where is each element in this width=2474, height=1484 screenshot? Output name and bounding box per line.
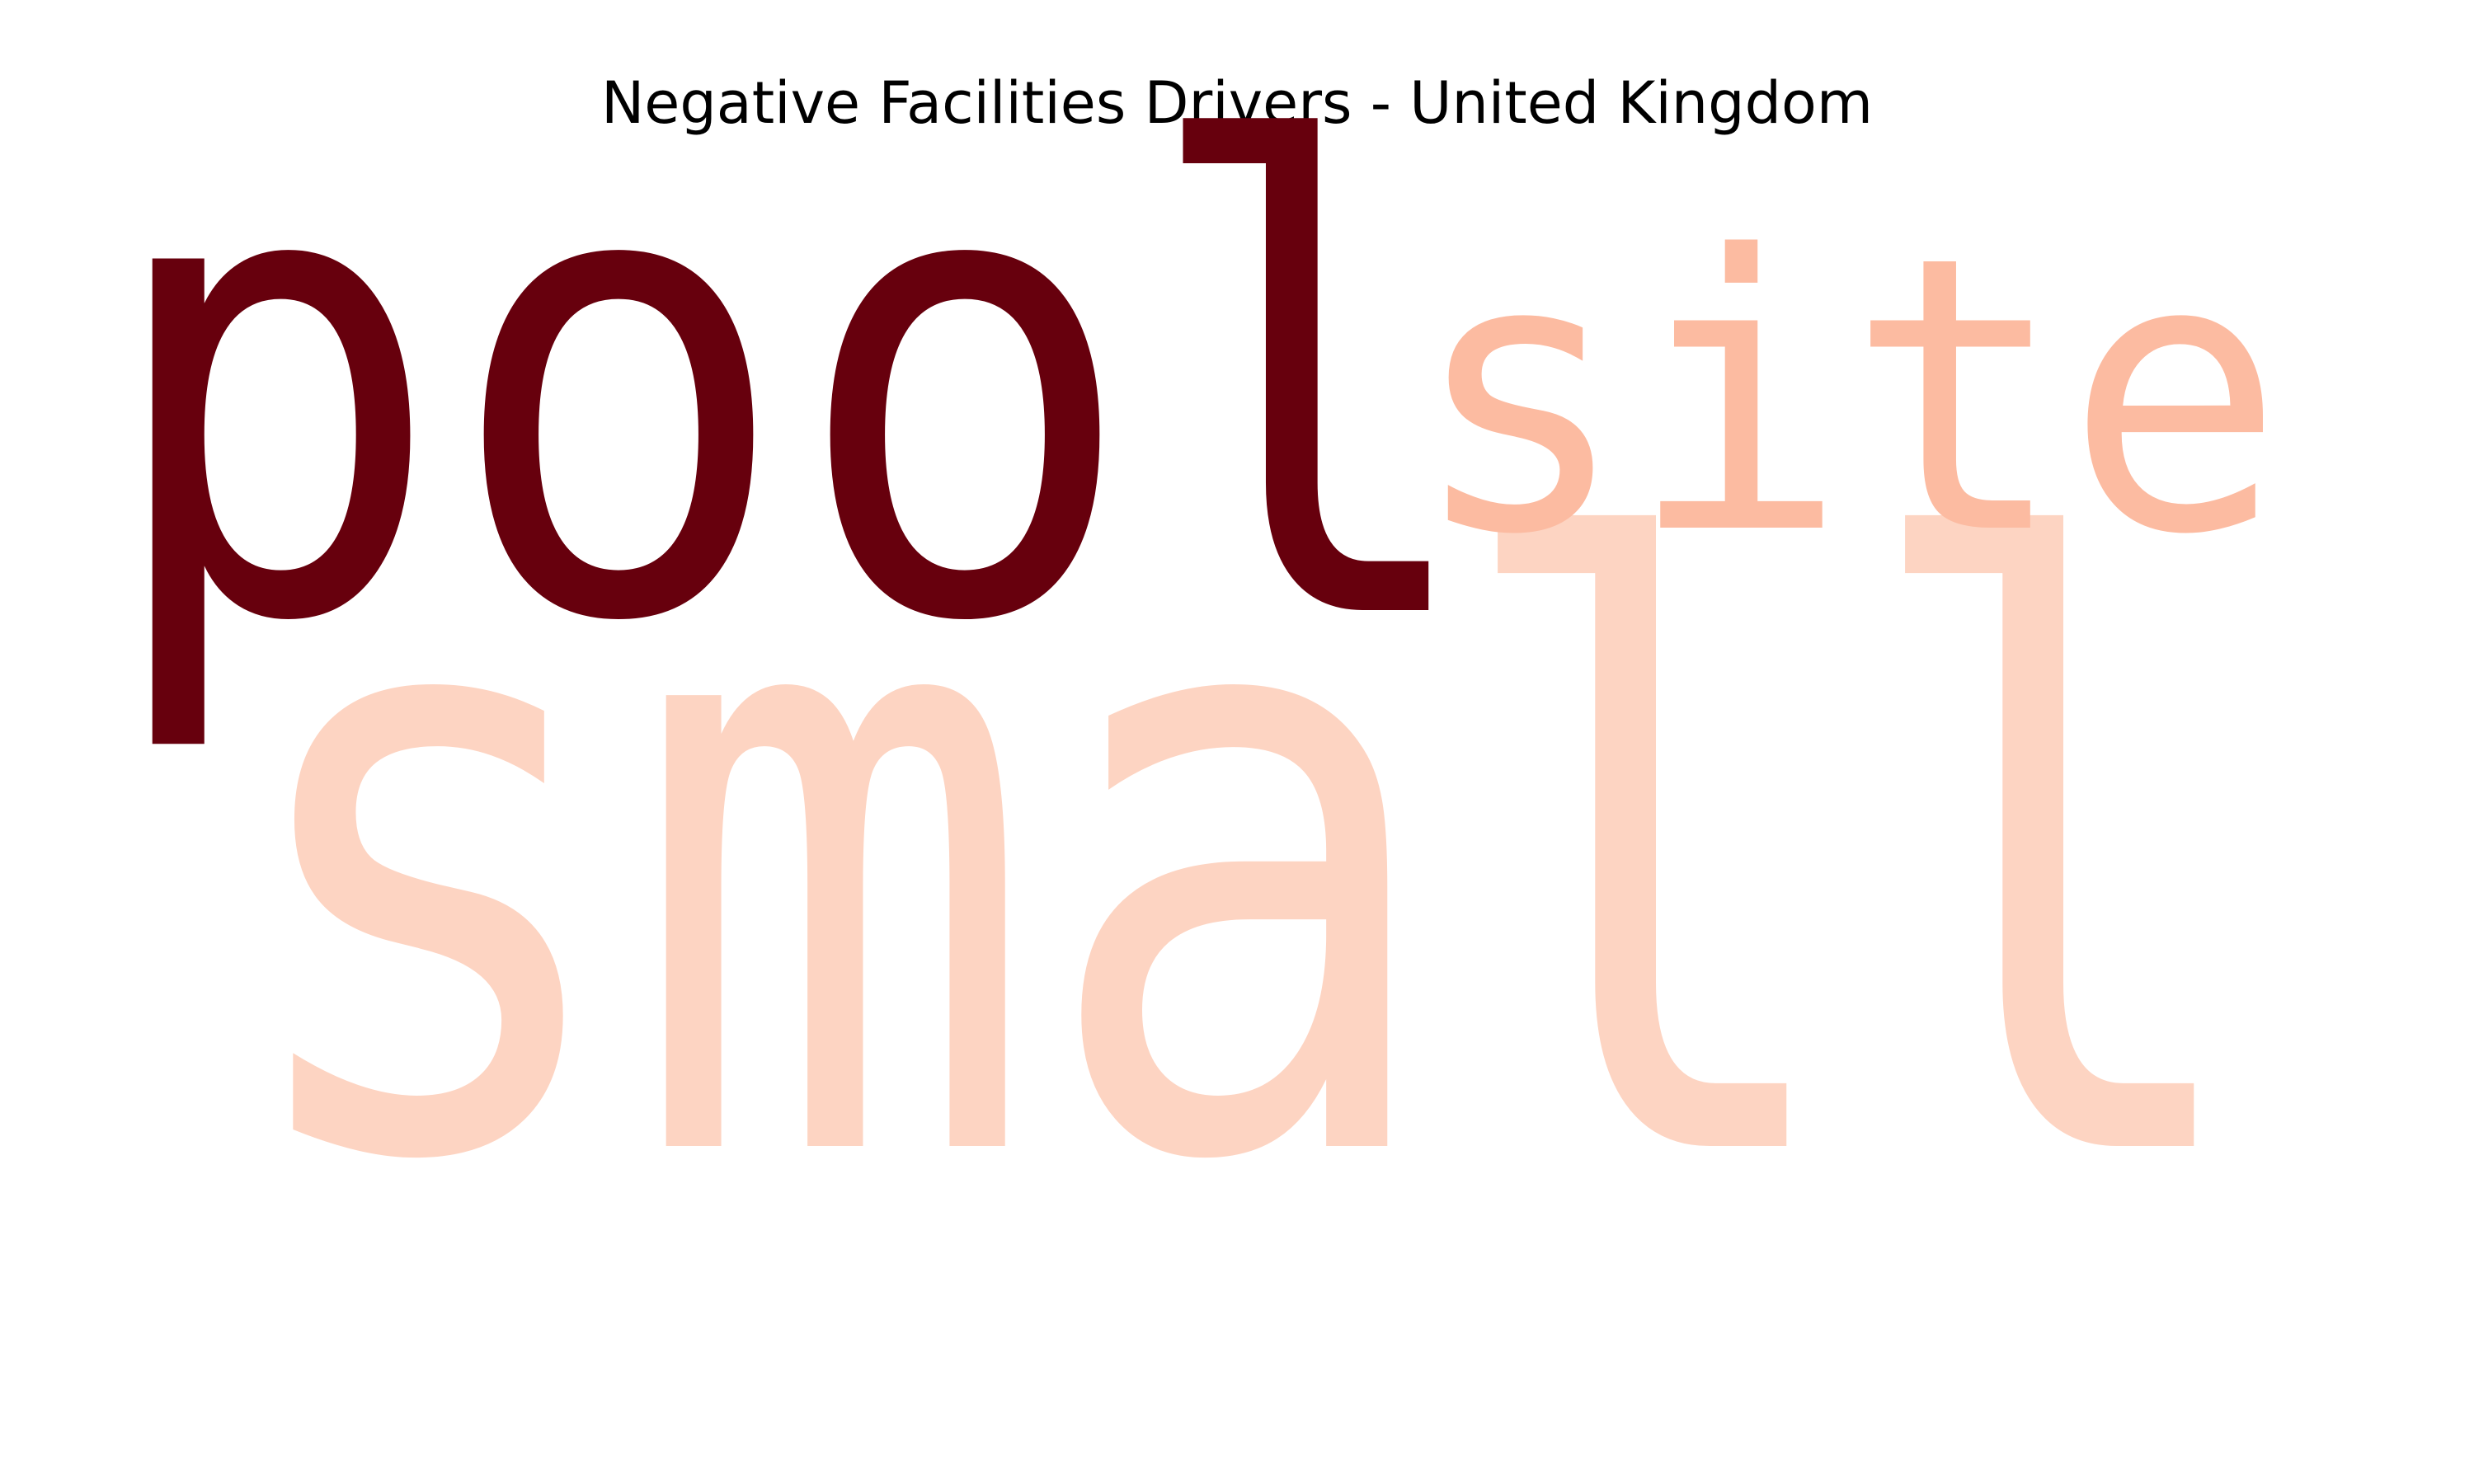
word-site: site (1410, 176, 2284, 618)
chart-title: Negative Facilities Drivers - United Kin… (600, 69, 1874, 137)
word-small: small (223, 381, 2260, 1341)
word-pool: pool (99, 13, 1484, 762)
